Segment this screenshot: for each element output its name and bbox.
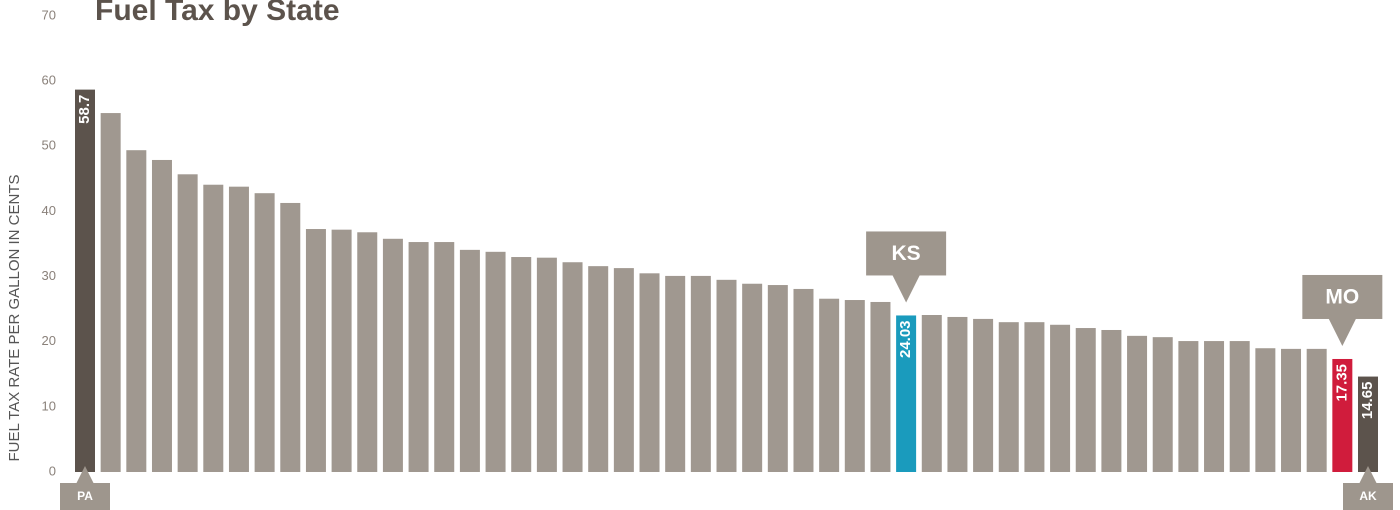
value-label: 17.35 [1333,364,1350,402]
y-axis-label: FUEL TAX RATE PER GALLON IN CENTS [6,174,23,461]
bar [280,202,301,472]
bar [844,300,865,472]
bar [1306,348,1327,472]
bar [459,249,480,472]
value-label: 58.7 [76,95,93,124]
bar [793,288,814,472]
x-tick-label: KS [892,242,921,265]
x-tick-label: MO [1325,286,1359,309]
bar [331,229,352,472]
bar [536,257,557,472]
bar [203,184,224,472]
bar [613,268,634,472]
x-tick-label: AK [1359,489,1377,503]
value-label: 24.03 [897,320,914,358]
bar [1152,337,1173,472]
bar [75,89,95,473]
callout-arrow [76,466,94,484]
chart-title: Fuel Tax by State [95,0,340,27]
bar [947,316,968,472]
bar [665,275,686,472]
bar [870,301,891,472]
bar [1204,341,1225,472]
y-tick-label: 70 [42,7,56,22]
bar [819,298,840,472]
y-tick-label: 0 [49,463,56,478]
bar [896,315,917,472]
bar [1281,348,1302,472]
bar [485,251,506,472]
bar [1255,348,1276,472]
bar [767,285,788,472]
callout-box [1302,274,1383,319]
bar [228,186,249,472]
bar [151,159,172,473]
bar [998,322,1019,472]
bar [973,318,994,472]
bar [1332,358,1353,472]
callout-arrow [1359,466,1377,484]
bar [254,193,275,472]
bar [1127,335,1148,472]
bar [100,113,121,472]
y-tick-label: 10 [42,398,56,413]
callout-arrow [1328,317,1357,346]
bar [511,257,532,472]
callout-arrow [892,274,921,303]
y-tick-label: 20 [42,333,56,348]
bar [562,262,583,472]
bar [434,242,455,472]
callout-box [60,483,110,510]
callout-box [866,231,947,276]
bar [126,150,147,473]
bar [177,174,198,472]
bar [1178,341,1199,472]
bar [357,232,378,472]
bar [305,229,326,472]
bar [1024,322,1045,472]
y-tick-label: 50 [42,138,56,153]
bar [382,238,403,472]
y-tick-label: 30 [42,268,56,283]
bar [742,283,763,472]
bar [639,273,660,472]
value-label: 14.65 [1359,382,1376,420]
y-tick-label: 40 [42,203,56,218]
bar [716,279,737,472]
bar [690,275,711,472]
x-tick-label: PA [77,489,93,503]
bar [1101,329,1122,472]
bar [1075,328,1096,472]
callout-box [1343,483,1393,510]
y-tick-label: 60 [42,73,56,88]
bar [1229,341,1250,472]
bar [921,315,942,472]
bar [408,242,429,472]
bar [588,266,609,472]
bar [1358,376,1378,472]
bar [1050,324,1071,472]
